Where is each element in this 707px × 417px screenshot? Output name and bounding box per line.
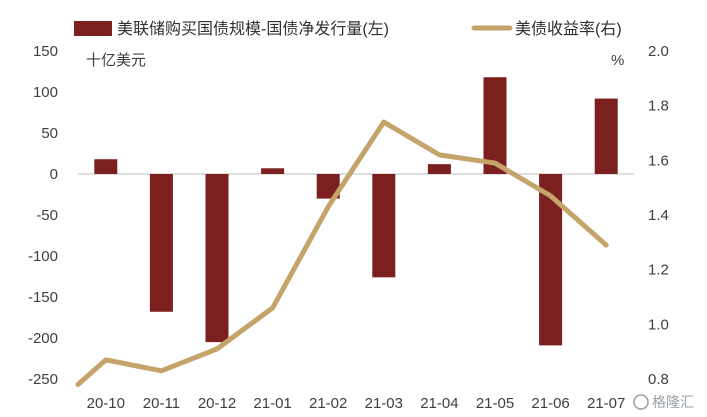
x-tick-label: 20-11 — [143, 395, 180, 412]
x-tick-label: 20-10 — [87, 395, 125, 412]
left-tick-label: -50 — [36, 207, 58, 224]
left-tick-label: 150 — [33, 43, 58, 60]
bar — [594, 98, 618, 174]
x-tick-label: 21-07 — [587, 395, 625, 412]
right-tick-label: 0.8 — [648, 371, 669, 388]
legend: 美联储购买国债规模-国债净发行量(左) 美债收益率(右) — [74, 20, 622, 38]
right-axis: 2.0 1.8 1.6 1.4 1.2 1.0 0.8 — [648, 43, 669, 388]
bar — [316, 174, 340, 199]
legend-line-label: 美债收益率(右) — [515, 20, 622, 38]
left-tick-label: 50 — [41, 125, 58, 142]
watermark-logo-icon — [633, 394, 649, 410]
bar — [149, 174, 173, 312]
legend-bar-swatch — [74, 21, 112, 36]
bar — [372, 174, 396, 278]
right-tick-label: 1.4 — [648, 207, 669, 224]
right-tick-label: 2.0 — [648, 43, 669, 60]
x-tick-label: 21-01 — [253, 395, 291, 412]
left-tick-label: -200 — [28, 330, 58, 347]
x-tick-label: 21-04 — [420, 395, 458, 412]
bar — [261, 168, 285, 174]
x-tick-label: 20-12 — [198, 395, 236, 412]
left-tick-label: -150 — [28, 289, 58, 306]
x-axis: 20-10 20-11 20-12 21-01 21-02 21-03 21-04 21-05… — [87, 395, 626, 412]
left-tick-label: -100 — [28, 248, 58, 265]
bar — [539, 174, 563, 346]
watermark: 格隆汇 — [633, 394, 694, 410]
bar — [483, 77, 507, 174]
right-tick-label: 1.6 — [648, 152, 669, 169]
left-tick-label: 100 — [33, 84, 58, 101]
bar — [94, 159, 118, 174]
bar — [427, 164, 451, 174]
watermark-text: 格隆汇 — [652, 394, 694, 410]
line-series — [75, 119, 609, 387]
bar-series — [94, 77, 618, 346]
right-axis-unit: % — [611, 52, 624, 69]
left-tick-label: 0 — [50, 166, 58, 183]
x-tick-label: 21-02 — [309, 395, 347, 412]
x-tick-label: 21-03 — [365, 395, 403, 412]
bar — [205, 174, 229, 343]
left-axis: 150 100 50 0 -50 -100 -150 -200 -250 — [28, 43, 58, 388]
legend-bar-label: 美联储购买国债规模-国债净发行量(左) — [117, 20, 389, 38]
right-tick-label: 1.8 — [648, 98, 669, 115]
x-tick-label: 21-06 — [531, 395, 569, 412]
left-axis-unit: 十亿美元 — [86, 52, 146, 69]
x-tick-label: 21-05 — [476, 395, 514, 412]
right-tick-label: 1.2 — [648, 262, 669, 279]
right-tick-label: 1.0 — [648, 316, 669, 333]
left-tick-label: -250 — [28, 371, 58, 388]
